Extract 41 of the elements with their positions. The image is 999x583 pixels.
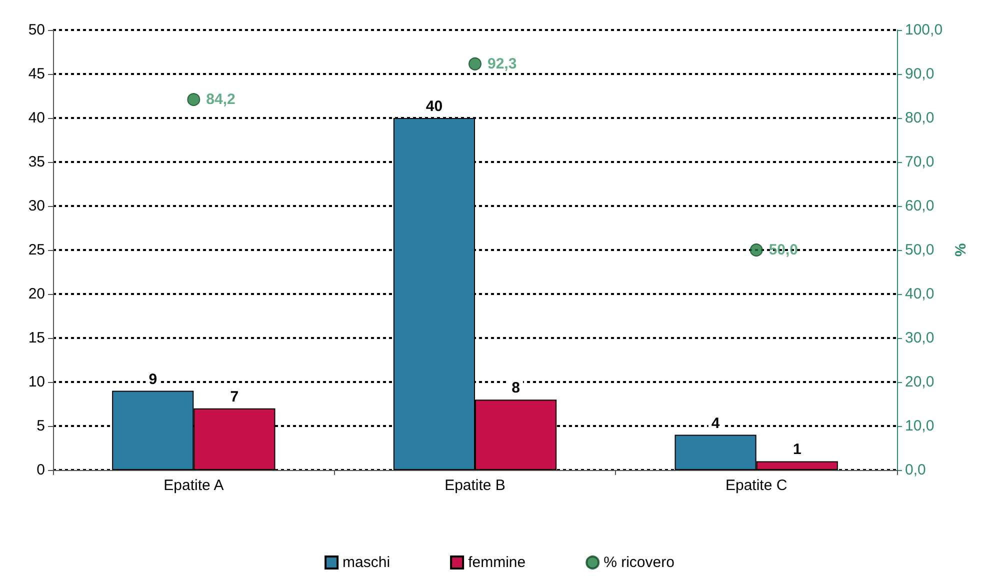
y-tick-label: 5 xyxy=(36,418,45,434)
legend-label: femmine xyxy=(468,554,526,571)
x-tick-label: Epatite A xyxy=(164,477,224,494)
data-label: 4 xyxy=(711,414,720,432)
point xyxy=(468,57,482,70)
y-tick-label: 10 xyxy=(28,374,45,390)
data-label: 1 xyxy=(792,441,802,458)
y-tick-label: 45 xyxy=(28,66,45,82)
y-tick-label: 35 xyxy=(28,154,45,170)
x-tick-label: Epatite C xyxy=(725,477,788,494)
legend-label: % ricovero xyxy=(604,554,674,571)
data-label: 92,3 xyxy=(488,55,517,72)
y-tick-label: 25 xyxy=(28,242,45,258)
y2-tick-label: 100,0 xyxy=(905,22,943,38)
y2-tick-label: 50,0 xyxy=(905,242,934,258)
y2-tick-label: 70,0 xyxy=(905,154,934,170)
y2-tick-label: 0,0 xyxy=(905,462,926,478)
y2-tick-label: 60,0 xyxy=(905,198,934,214)
data-label: 8 xyxy=(512,380,520,397)
y2-tick-label: 20,0 xyxy=(905,374,934,390)
point xyxy=(750,244,763,256)
data-label: 7 xyxy=(230,388,239,406)
y2-tick-label: 80,0 xyxy=(905,110,934,126)
data-label: 50,0 xyxy=(768,242,798,258)
y2-tick-label: 40,0 xyxy=(905,286,934,302)
y-tick-label: 50 xyxy=(28,22,45,38)
data-label: 9 xyxy=(148,370,158,388)
y-tick-label: 30 xyxy=(28,198,45,214)
y-tick-label: 15 xyxy=(28,330,45,346)
y2-tick-label: 10,0 xyxy=(905,418,934,434)
y-tick-label: 40 xyxy=(28,110,45,126)
x-tick-label: Epatite B xyxy=(444,477,506,494)
legend-label: maschi xyxy=(342,554,390,571)
y2-axis-title: % xyxy=(952,243,970,257)
y-tick-label: 20 xyxy=(28,286,45,302)
y2-tick-label: 30,0 xyxy=(905,330,934,346)
y-tick-label: 0 xyxy=(36,462,45,478)
data-label: 84,2 xyxy=(206,91,236,108)
data-label: 40 xyxy=(426,98,443,115)
y2-tick-label: 90,0 xyxy=(905,66,934,82)
point xyxy=(187,93,200,106)
